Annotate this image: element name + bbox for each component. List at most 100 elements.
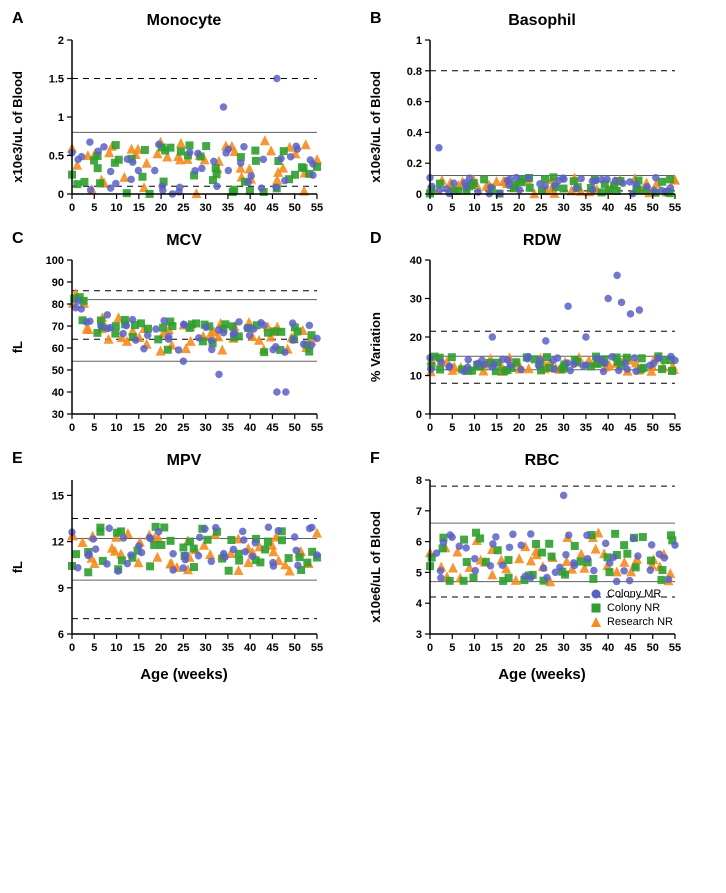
svg-text:50: 50 (289, 202, 301, 214)
svg-text:0: 0 (58, 189, 64, 201)
panel-letter: F (370, 450, 380, 468)
svg-text:40: 40 (244, 202, 256, 214)
svg-text:10: 10 (468, 202, 480, 214)
svg-text:30: 30 (200, 202, 212, 214)
svg-text:45: 45 (624, 202, 636, 214)
plot-b: 00.20.40.60.810510152025303540455055 (385, 32, 685, 222)
svg-text:15: 15 (491, 642, 503, 654)
y-axis-label: % Variation (368, 312, 383, 382)
svg-text:0: 0 (427, 422, 433, 434)
svg-text:3: 3 (416, 629, 422, 641)
svg-text:10: 10 (110, 202, 122, 214)
svg-text:60: 60 (52, 343, 64, 355)
svg-text:0: 0 (427, 642, 433, 654)
svg-text:20: 20 (155, 422, 167, 434)
y-axis-label: x10e6/uL of Blood (368, 511, 383, 623)
svg-text:0.2: 0.2 (407, 158, 422, 170)
svg-text:8: 8 (416, 475, 422, 487)
svg-text:0: 0 (427, 202, 433, 214)
svg-text:50: 50 (289, 422, 301, 434)
x-axis-label: Age (weeks) (368, 666, 716, 683)
svg-text:5: 5 (449, 202, 455, 214)
svg-text:10: 10 (110, 642, 122, 654)
panel-letter: E (12, 450, 23, 468)
svg-text:55: 55 (311, 202, 323, 214)
svg-text:45: 45 (624, 422, 636, 434)
svg-text:30: 30 (200, 642, 212, 654)
svg-text:5: 5 (449, 642, 455, 654)
svg-text:25: 25 (177, 422, 189, 434)
panel-c: C MCV fL 3040506070809010005101520253035… (10, 230, 358, 442)
svg-text:15: 15 (133, 642, 145, 654)
svg-text:45: 45 (624, 642, 636, 654)
svg-text:2: 2 (58, 35, 64, 47)
plot-a: 00.511.520510152025303540455055 (27, 32, 327, 222)
svg-text:30: 30 (558, 202, 570, 214)
svg-text:40: 40 (602, 642, 614, 654)
svg-text:0.4: 0.4 (407, 127, 423, 139)
panel-title: RBC (368, 452, 716, 470)
legend-label: Colony MR (607, 588, 661, 600)
panel-title: MPV (10, 452, 358, 470)
svg-text:25: 25 (535, 202, 547, 214)
svg-text:5: 5 (91, 202, 97, 214)
svg-text:35: 35 (222, 422, 234, 434)
legend-label: Research NR (607, 616, 673, 628)
panel-letter: A (12, 10, 24, 28)
svg-text:10: 10 (468, 422, 480, 434)
panel-letter: B (370, 10, 382, 28)
svg-text:30: 30 (200, 422, 212, 434)
svg-text:5: 5 (416, 567, 422, 579)
svg-text:10: 10 (410, 371, 422, 383)
svg-text:40: 40 (52, 387, 64, 399)
plot-e: 6912150510152025303540455055 (27, 472, 327, 662)
panel-title: MCV (10, 232, 358, 250)
svg-text:10: 10 (110, 422, 122, 434)
svg-text:12: 12 (52, 537, 64, 549)
svg-text:20: 20 (513, 422, 525, 434)
svg-text:55: 55 (311, 422, 323, 434)
svg-text:40: 40 (244, 642, 256, 654)
svg-text:55: 55 (669, 202, 681, 214)
svg-text:20: 20 (410, 332, 422, 344)
svg-text:7: 7 (416, 506, 422, 518)
svg-text:0: 0 (416, 409, 422, 421)
svg-text:80: 80 (52, 299, 64, 311)
svg-text:0.6: 0.6 (407, 97, 422, 109)
svg-text:0: 0 (416, 189, 422, 201)
svg-text:25: 25 (535, 642, 547, 654)
svg-text:0: 0 (69, 202, 75, 214)
plot-d: 0102030400510152025303540455055 (385, 252, 685, 442)
svg-text:35: 35 (222, 642, 234, 654)
svg-text:50: 50 (289, 642, 301, 654)
svg-text:15: 15 (491, 422, 503, 434)
svg-text:4: 4 (416, 598, 423, 610)
svg-text:55: 55 (669, 642, 681, 654)
svg-text:35: 35 (580, 422, 592, 434)
panel-a: A Monocyte x10e3/uL of Blood 00.511.5205… (10, 10, 358, 222)
svg-text:35: 35 (580, 642, 592, 654)
svg-text:15: 15 (52, 490, 64, 502)
svg-text:50: 50 (52, 365, 64, 377)
y-axis-label: fL (10, 561, 25, 573)
x-axis-label: Age (weeks) (10, 666, 358, 683)
svg-text:6: 6 (416, 537, 422, 549)
svg-text:1.5: 1.5 (49, 74, 64, 86)
svg-text:45: 45 (266, 642, 278, 654)
svg-text:50: 50 (647, 642, 659, 654)
svg-text:25: 25 (177, 202, 189, 214)
panel-title: Basophil (368, 12, 716, 30)
svg-text:50: 50 (647, 202, 659, 214)
svg-text:5: 5 (91, 642, 97, 654)
plot-f: 3456780510152025303540455055 (385, 472, 685, 662)
panel-letter: C (12, 230, 24, 248)
svg-text:30: 30 (558, 422, 570, 434)
svg-text:0.5: 0.5 (49, 151, 64, 163)
svg-text:30: 30 (410, 294, 422, 306)
svg-text:20: 20 (155, 642, 167, 654)
svg-text:100: 100 (46, 255, 64, 267)
svg-text:20: 20 (513, 642, 525, 654)
svg-text:90: 90 (52, 277, 64, 289)
legend: Colony MRColony NRResearch NR (590, 588, 673, 630)
svg-text:45: 45 (266, 202, 278, 214)
